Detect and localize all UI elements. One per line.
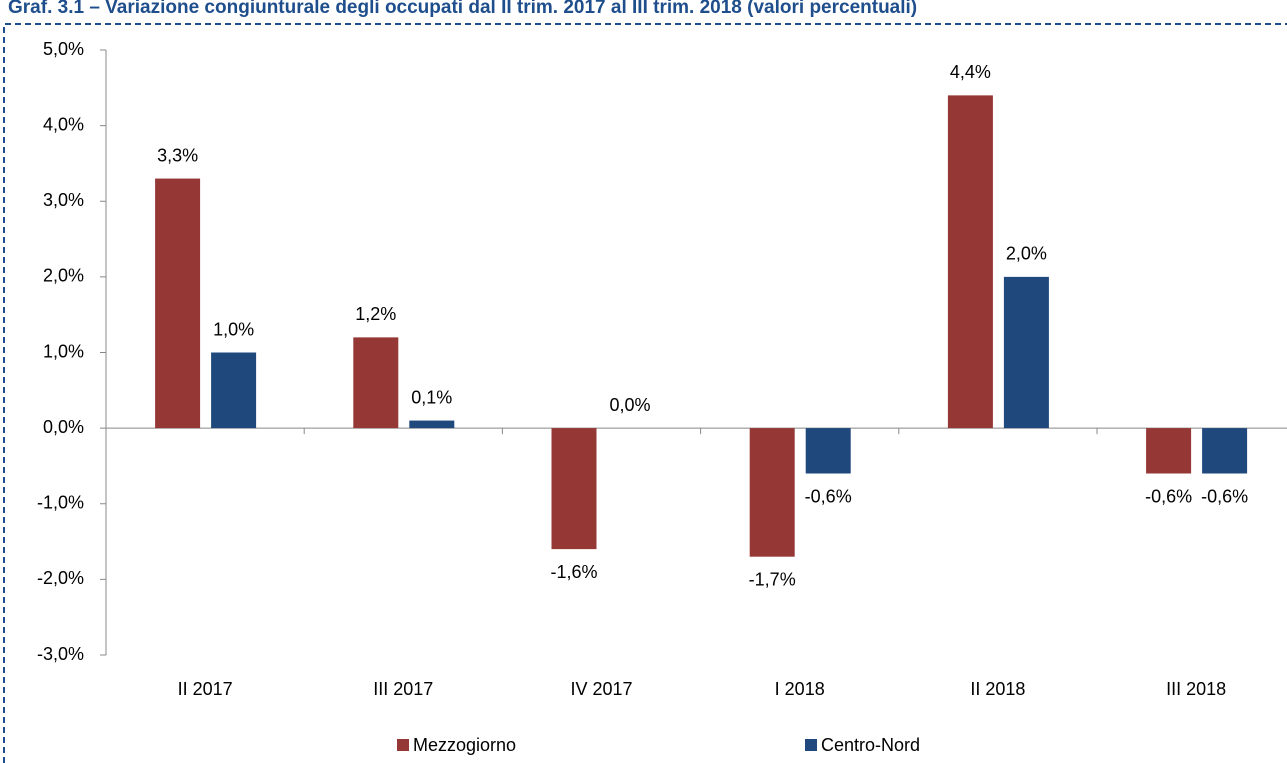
legend-label: Centro-Nord (821, 735, 920, 755)
y-tick-label: 5,0% (43, 39, 84, 59)
x-tick-label: III 2017 (373, 679, 433, 699)
value-label: 0,1% (411, 387, 452, 407)
value-label: -0,6% (805, 486, 852, 506)
y-tick-label: -2,0% (37, 568, 84, 588)
value-label: 3,3% (157, 145, 198, 165)
frame (3, 23, 1287, 763)
bar (409, 420, 455, 429)
x-tick-label: I 2018 (775, 679, 825, 699)
y-tick-label: 1,0% (43, 341, 84, 361)
bar (353, 337, 399, 429)
value-label: 2,0% (1006, 244, 1047, 264)
x-tick-label: III 2018 (1166, 679, 1226, 699)
x-tick-label: II 2018 (970, 679, 1025, 699)
y-tick-label: 2,0% (43, 266, 84, 286)
bar (1003, 276, 1049, 429)
bar (551, 428, 597, 550)
bar (211, 352, 257, 429)
value-label: -0,6% (1201, 486, 1248, 506)
bar (947, 95, 993, 429)
x-tick-label: II 2017 (178, 679, 233, 699)
bar (1202, 428, 1248, 474)
bar (1146, 428, 1192, 474)
y-tick-label: 0,0% (43, 417, 84, 437)
value-label: 1,0% (213, 319, 254, 339)
value-label: -0,6% (1145, 486, 1192, 506)
value-label: -1,6% (550, 562, 597, 582)
legend-label: Mezzogiorno (413, 735, 516, 755)
chart-title: Graf. 3.1 – Variazione congiunturale deg… (8, 0, 917, 18)
y-tick-label: 3,0% (43, 190, 84, 210)
value-label: -1,7% (749, 569, 796, 589)
value-label: 1,2% (355, 304, 396, 324)
value-label: 4,4% (950, 62, 991, 82)
bar (155, 178, 201, 429)
value-label: 0,0% (609, 395, 650, 415)
bar (805, 428, 851, 474)
legend-swatch (805, 739, 817, 751)
legend-swatch (397, 739, 409, 751)
x-tick-label: IV 2017 (570, 679, 632, 699)
y-tick-label: -3,0% (37, 644, 84, 664)
y-tick-label: -1,0% (37, 493, 84, 513)
y-tick-label: 4,0% (43, 114, 84, 134)
bar (749, 428, 795, 557)
